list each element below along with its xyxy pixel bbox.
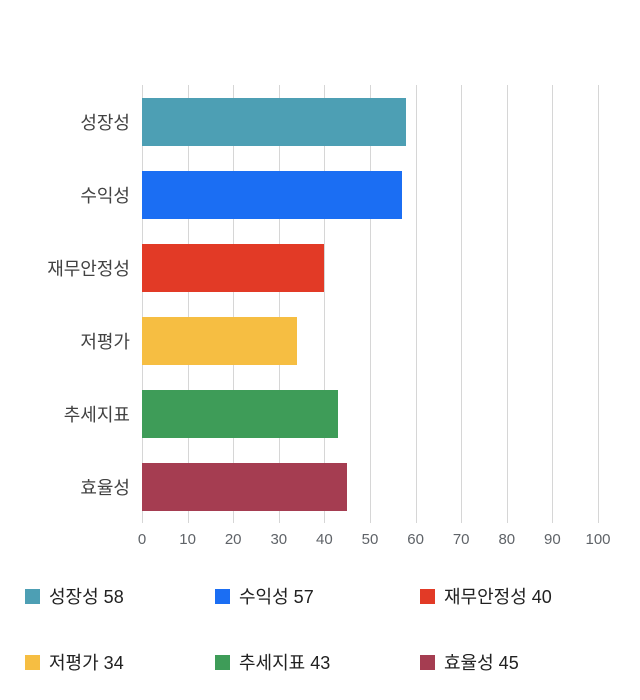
- bar: [142, 462, 348, 511]
- gridline: [370, 85, 371, 523]
- legend-label: 추세지표 43: [239, 653, 331, 673]
- legend-item: 효율성 45: [420, 649, 640, 675]
- gridlines: [142, 85, 599, 523]
- legend-label: 성장성 58: [49, 587, 124, 607]
- legend-item: 추세지표 43: [215, 649, 420, 675]
- legend-swatch-icon: [25, 654, 40, 670]
- gridline: [598, 85, 599, 523]
- y-axis-label: 수익성: [80, 185, 130, 206]
- y-axis-label: 저평가: [80, 331, 130, 352]
- x-tick-label: 20: [224, 531, 242, 548]
- x-tick-label: 10: [179, 531, 196, 548]
- y-axis-label: 재무안정성: [47, 258, 130, 279]
- y-axis-label: 성장성: [80, 112, 130, 133]
- bar: [142, 316, 298, 365]
- x-tick-label: 50: [361, 531, 379, 548]
- bar: [142, 170, 402, 219]
- gridline: [142, 85, 143, 523]
- gridline: [187, 85, 189, 523]
- legend-item: 저평가 34: [25, 649, 215, 675]
- legend-swatch-icon: [215, 654, 230, 670]
- legend-label: 효율성 45: [444, 653, 519, 673]
- x-tick-label: 30: [270, 531, 288, 548]
- legend-item: 성장성 58: [25, 583, 215, 609]
- gridline: [461, 85, 463, 523]
- legend-item: 수익성 57: [215, 583, 420, 609]
- x-tick-label: 80: [498, 531, 516, 548]
- bar: [142, 389, 339, 438]
- x-tick-label: 60: [407, 531, 424, 548]
- gridline: [552, 85, 554, 523]
- x-tick-label: 40: [316, 531, 333, 548]
- bar-row: 재무안정성: [47, 231, 598, 304]
- bar-row: 성장성: [80, 85, 598, 158]
- legend-swatch-icon: [215, 588, 230, 604]
- legend-swatch-icon: [420, 654, 435, 670]
- y-axis-label: 추세지표: [63, 404, 130, 425]
- x-tick-label: 90: [544, 531, 561, 548]
- gridline: [278, 85, 280, 523]
- bar-row: 효율성: [80, 450, 598, 523]
- y-axis-label: 효율성: [80, 477, 130, 498]
- gridline: [233, 85, 235, 523]
- legend-swatch-icon: [420, 588, 435, 604]
- bar-row: 수익성: [80, 158, 598, 231]
- bar-row: 저평가: [80, 304, 598, 377]
- legend-label: 수익성 57: [239, 587, 314, 607]
- gridline: [506, 85, 508, 523]
- legend-item: 재무안정성 40: [420, 583, 640, 609]
- legend: 성장성 58 수익성 57 재무안정성 40 저평가 34 추세지표 43 효율성 45: [25, 583, 640, 675]
- x-tick-label: 100: [585, 531, 611, 548]
- legend-label: 저평가 34: [49, 653, 124, 673]
- gridline: [324, 85, 326, 523]
- gridline: [415, 85, 417, 523]
- x-tick-label: 0: [137, 531, 147, 548]
- legend-label: 재무안정성 40: [444, 587, 552, 607]
- x-axis: 0 10 20 30 40 50 60 70 80 90 100: [138, 523, 611, 557]
- x-tick-label: 70: [452, 531, 470, 548]
- bar: [142, 243, 325, 292]
- bar-row: 추세지표: [64, 377, 598, 450]
- legend-swatch-icon: [25, 588, 40, 604]
- bar: [142, 97, 407, 146]
